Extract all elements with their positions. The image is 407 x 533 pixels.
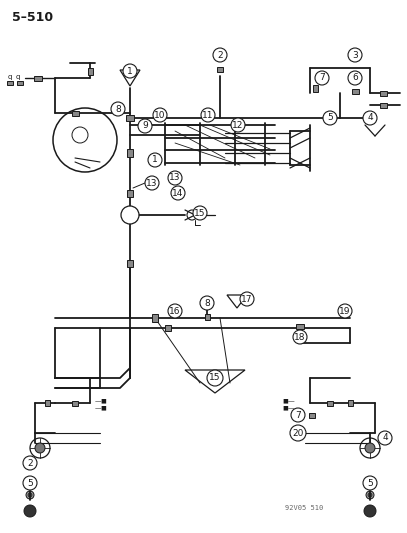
Text: 1: 1	[127, 67, 133, 76]
Text: 5: 5	[327, 114, 333, 123]
Circle shape	[293, 330, 307, 344]
Bar	[327, 400, 333, 406]
Circle shape	[315, 71, 329, 85]
Bar	[296, 324, 304, 328]
Circle shape	[338, 304, 352, 318]
Bar	[313, 85, 317, 92]
Circle shape	[201, 108, 215, 122]
Circle shape	[348, 71, 362, 85]
Text: 15: 15	[209, 374, 221, 383]
Text: 14: 14	[172, 189, 184, 198]
Text: 1: 1	[152, 156, 158, 165]
Text: 11: 11	[202, 110, 214, 119]
Text: ◼—: ◼—	[282, 397, 295, 403]
Circle shape	[171, 186, 185, 200]
Circle shape	[363, 476, 377, 490]
Bar	[309, 413, 315, 417]
Text: 12: 12	[232, 120, 244, 130]
Text: —◼: —◼	[95, 404, 108, 410]
Circle shape	[153, 108, 167, 122]
Circle shape	[121, 206, 139, 224]
Circle shape	[148, 153, 162, 167]
Circle shape	[290, 425, 306, 441]
Bar	[7, 81, 13, 85]
Bar	[127, 149, 133, 157]
Bar	[204, 314, 210, 320]
Circle shape	[24, 505, 36, 517]
Text: 17: 17	[241, 295, 253, 303]
Text: 18: 18	[294, 333, 306, 342]
Bar	[152, 314, 158, 322]
Bar	[217, 67, 223, 71]
Circle shape	[26, 491, 34, 499]
Circle shape	[366, 491, 374, 499]
Text: 20: 20	[292, 429, 304, 438]
Text: 4: 4	[367, 114, 373, 123]
Text: 4: 4	[382, 433, 388, 442]
Bar	[379, 102, 387, 108]
Text: 5–510: 5–510	[12, 11, 53, 24]
Bar	[352, 88, 359, 93]
Bar	[88, 68, 92, 75]
Bar	[127, 190, 133, 197]
Circle shape	[111, 102, 125, 116]
Bar	[379, 91, 387, 95]
Bar	[127, 260, 133, 266]
Text: q: q	[8, 74, 12, 80]
Text: 13: 13	[146, 179, 158, 188]
Text: 9: 9	[142, 122, 148, 131]
Text: q: q	[16, 74, 20, 80]
Circle shape	[138, 119, 152, 133]
Text: 16: 16	[169, 306, 181, 316]
Text: 10: 10	[154, 110, 166, 119]
Circle shape	[213, 48, 227, 62]
Circle shape	[291, 408, 305, 422]
Circle shape	[23, 456, 37, 470]
Bar	[72, 110, 79, 116]
Circle shape	[240, 292, 254, 306]
Text: 2: 2	[217, 51, 223, 60]
Circle shape	[28, 493, 32, 497]
Text: 6: 6	[352, 74, 358, 83]
Text: —◼: —◼	[95, 397, 108, 403]
Text: 2: 2	[27, 458, 33, 467]
Circle shape	[193, 206, 207, 220]
Circle shape	[378, 431, 392, 445]
Circle shape	[365, 443, 375, 453]
Circle shape	[348, 48, 362, 62]
Text: 5: 5	[27, 479, 33, 488]
Circle shape	[207, 370, 223, 386]
Bar	[165, 325, 171, 331]
Circle shape	[23, 476, 37, 490]
Text: 8: 8	[204, 298, 210, 308]
Text: 13: 13	[169, 174, 181, 182]
Circle shape	[323, 111, 337, 125]
Text: 3: 3	[352, 51, 358, 60]
Text: 19: 19	[339, 306, 351, 316]
Circle shape	[123, 64, 137, 78]
Circle shape	[168, 304, 182, 318]
Text: 92V05 510: 92V05 510	[285, 505, 323, 511]
Bar	[17, 81, 23, 85]
Circle shape	[200, 296, 214, 310]
Bar	[34, 76, 42, 80]
Circle shape	[231, 118, 245, 132]
Bar	[44, 400, 50, 406]
Text: 7: 7	[295, 410, 301, 419]
Bar	[348, 400, 352, 406]
Text: 7: 7	[319, 74, 325, 83]
Circle shape	[363, 111, 377, 125]
Text: ◼—: ◼—	[282, 404, 295, 410]
Circle shape	[145, 176, 159, 190]
Circle shape	[368, 493, 372, 497]
Text: 8: 8	[115, 104, 121, 114]
Circle shape	[35, 443, 45, 453]
Bar	[126, 115, 134, 121]
Circle shape	[364, 505, 376, 517]
Bar	[72, 400, 78, 406]
Text: 5: 5	[367, 479, 373, 488]
Circle shape	[168, 171, 182, 185]
Text: 15: 15	[194, 208, 206, 217]
